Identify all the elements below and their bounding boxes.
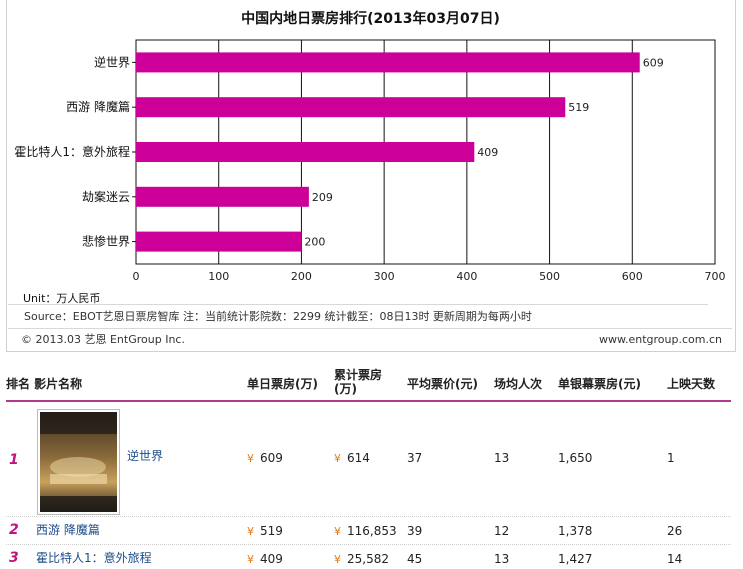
total-value: 614 bbox=[347, 451, 370, 465]
x-tick-label: 200 bbox=[291, 270, 312, 283]
daily-value: 609 bbox=[260, 451, 283, 465]
bar-value-label: 200 bbox=[304, 236, 325, 249]
header-total[interactable]: 累计票房 (万) bbox=[334, 368, 382, 396]
category-label: 劫案迷云 bbox=[82, 189, 130, 204]
avg-people-cell: 12 bbox=[494, 524, 510, 538]
movie-poster[interactable] bbox=[37, 409, 120, 515]
x-tick-label: 500 bbox=[539, 270, 560, 283]
total-cell: ¥116,853 bbox=[334, 524, 397, 538]
header-total-line2: (万) bbox=[334, 382, 357, 396]
movie-title-link[interactable]: 逆世界 bbox=[127, 449, 164, 463]
avg-people-cell: 13 bbox=[494, 451, 510, 465]
bar-value-label: 209 bbox=[312, 191, 333, 204]
total-cell: ¥614 bbox=[334, 451, 370, 465]
days-cell: 26 bbox=[667, 524, 683, 538]
yen-icon: ¥ bbox=[247, 525, 254, 538]
movie-title-link[interactable]: 霍比特人1：意外旅程 bbox=[36, 551, 152, 565]
avg-price-cell: 39 bbox=[407, 524, 423, 538]
category-label: 西游 降魔篇 bbox=[66, 99, 130, 114]
movie-title-link[interactable]: 西游 降魔篇 bbox=[36, 523, 100, 537]
header-days[interactable]: 上映天数 bbox=[667, 377, 716, 391]
poster-image-icon bbox=[40, 412, 117, 512]
rank-number: 1 bbox=[9, 452, 19, 468]
per-screen-cell: 1,427 bbox=[558, 552, 593, 566]
chart-title: 中国内地日票房排行(2013年03月07日) bbox=[241, 10, 500, 27]
source-note: Source：EBOT艺恩日票房智库 注：当前统计影院数：2299 统计截至：0… bbox=[8, 304, 708, 328]
bar-value-label: 609 bbox=[643, 56, 664, 69]
table-row: 2 西游 降魔篇 ¥519 ¥116,853 39 12 1,378 26 bbox=[6, 517, 731, 545]
daily-cell: ¥519 bbox=[247, 524, 283, 538]
total-value: 116,853 bbox=[347, 524, 397, 538]
website-link[interactable]: www.entgroup.com.cn bbox=[599, 333, 722, 346]
bar bbox=[136, 186, 309, 207]
header-rank-title[interactable]: 排名 影片名称 bbox=[6, 377, 83, 391]
header-avg-price[interactable]: 平均票价(元) bbox=[407, 377, 478, 391]
daily-value: 409 bbox=[260, 552, 283, 566]
bar bbox=[136, 142, 475, 162]
header-avg-people[interactable]: 场均人次 bbox=[494, 377, 543, 391]
yen-icon: ¥ bbox=[334, 452, 341, 465]
bar-value-label: 519 bbox=[568, 101, 589, 114]
x-tick-label: 300 bbox=[374, 270, 395, 283]
table-row: 3 霍比特人1：意外旅程 ¥409 ¥25,582 45 13 1,427 14 bbox=[6, 545, 731, 569]
yen-icon: ¥ bbox=[334, 525, 341, 538]
total-cell: ¥25,582 bbox=[334, 552, 389, 566]
category-label: 霍比特人1：意外旅程 bbox=[14, 144, 130, 159]
bar bbox=[136, 52, 640, 73]
header-total-line1: 累计票房 bbox=[334, 368, 383, 382]
x-tick-label: 700 bbox=[705, 270, 726, 283]
footer-bar: © 2013.03 艺恩 EntGroup Inc. www.entgroup.… bbox=[8, 328, 732, 350]
x-tick-label: 0 bbox=[133, 270, 140, 283]
days-cell: 1 bbox=[667, 451, 675, 465]
avg-people-cell: 13 bbox=[494, 552, 510, 566]
avg-price-cell: 37 bbox=[407, 451, 423, 465]
chart-panel: 中国内地日票房排行(2013年03月07日) 0 100 200 300 400 500 60… bbox=[6, 0, 736, 352]
daily-cell: ¥409 bbox=[247, 552, 283, 566]
total-value: 25,582 bbox=[347, 552, 389, 566]
x-tick-label: 100 bbox=[208, 270, 229, 283]
header-daily[interactable]: 单日票房(万) bbox=[247, 377, 318, 391]
bar bbox=[136, 97, 566, 118]
x-tick-label: 400 bbox=[456, 270, 477, 283]
yen-icon: ¥ bbox=[247, 553, 254, 566]
unit-label: Unit：万人民币 bbox=[23, 292, 101, 305]
days-cell: 14 bbox=[667, 552, 683, 566]
table-header: 排名 影片名称 单日票房(万) 累计票房 (万) 平均票价(元) 场均人次 单银… bbox=[6, 368, 731, 402]
copyright-text: © 2013.03 艺恩 EntGroup Inc. bbox=[21, 333, 185, 346]
bar-chart: 中国内地日票房排行(2013年03月07日) 0 100 200 300 400 500 60… bbox=[14, 10, 726, 283]
rank-number: 3 bbox=[9, 550, 19, 566]
daily-cell: ¥609 bbox=[247, 451, 283, 465]
bar bbox=[136, 231, 302, 252]
rank-number: 2 bbox=[9, 522, 19, 538]
x-tick-label: 600 bbox=[622, 270, 643, 283]
category-label: 悲惨世界 bbox=[82, 234, 130, 249]
bar-value-label: 409 bbox=[477, 146, 498, 159]
daily-value: 519 bbox=[260, 524, 283, 538]
yen-icon: ¥ bbox=[247, 452, 254, 465]
category-label: 逆世界 bbox=[94, 54, 130, 69]
per-screen-cell: 1,650 bbox=[558, 451, 593, 465]
table-row: 1 逆世界 ¥609 ¥614 37 13 1,650 1 bbox=[6, 402, 731, 517]
avg-price-cell: 45 bbox=[407, 552, 423, 566]
per-screen-cell: 1,378 bbox=[558, 524, 593, 538]
yen-icon: ¥ bbox=[334, 553, 341, 566]
header-per-screen[interactable]: 单银幕票房(元) bbox=[558, 377, 641, 391]
